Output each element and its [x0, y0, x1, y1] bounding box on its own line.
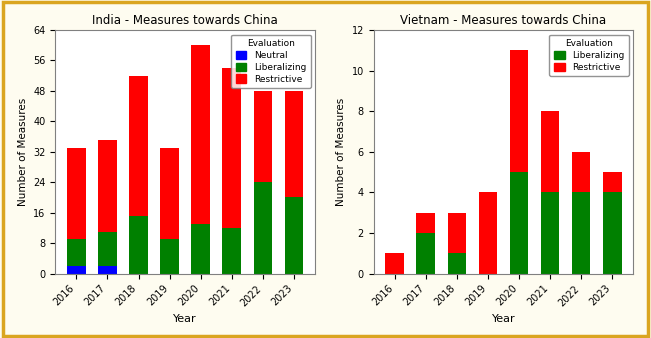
Bar	[417, 213, 435, 233]
Bar	[253, 91, 272, 182]
Bar	[284, 91, 303, 197]
Bar	[67, 266, 86, 273]
Bar	[541, 192, 559, 273]
Bar	[130, 76, 148, 217]
Bar	[98, 266, 117, 273]
Y-axis label: Number of Measures: Number of Measures	[336, 98, 346, 206]
Bar	[603, 172, 622, 192]
Bar	[541, 111, 559, 192]
Bar	[510, 172, 529, 273]
Bar	[130, 217, 148, 273]
Title: Vietnam - Measures towards China: Vietnam - Measures towards China	[400, 15, 607, 27]
Bar	[447, 213, 466, 253]
Bar	[160, 148, 179, 239]
Bar	[191, 224, 210, 273]
Bar	[510, 50, 529, 172]
Bar	[223, 68, 241, 228]
Legend: Liberalizing, Restrictive: Liberalizing, Restrictive	[549, 34, 629, 76]
Bar	[98, 140, 117, 232]
Bar	[572, 192, 590, 273]
Bar	[478, 192, 497, 273]
Bar	[603, 192, 622, 273]
Bar	[253, 182, 272, 273]
X-axis label: Year: Year	[492, 314, 516, 323]
Bar	[417, 233, 435, 273]
Bar	[572, 152, 590, 192]
Bar	[160, 239, 179, 273]
Bar	[223, 228, 241, 273]
Bar	[98, 232, 117, 266]
Bar	[447, 253, 466, 273]
Bar	[191, 45, 210, 224]
Y-axis label: Number of Measures: Number of Measures	[18, 98, 27, 206]
Bar	[67, 148, 86, 239]
Bar	[385, 253, 404, 273]
X-axis label: Year: Year	[173, 314, 197, 323]
Legend: Neutral, Liberalizing, Restrictive: Neutral, Liberalizing, Restrictive	[231, 34, 311, 88]
Title: India - Measures towards China: India - Measures towards China	[92, 15, 278, 27]
Bar	[67, 239, 86, 266]
Bar	[284, 197, 303, 273]
